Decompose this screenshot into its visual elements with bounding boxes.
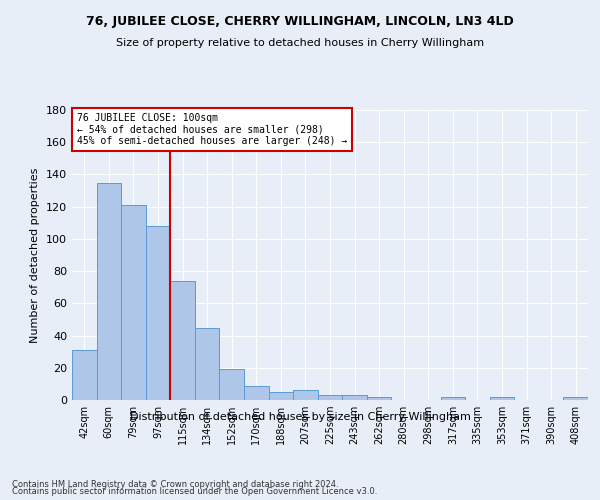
Text: Contains HM Land Registry data © Crown copyright and database right 2024.: Contains HM Land Registry data © Crown c… [12, 480, 338, 489]
Bar [146, 226, 170, 400]
Bar [318, 395, 342, 400]
Bar [342, 395, 367, 400]
Bar [440, 397, 465, 400]
Bar [195, 328, 220, 400]
Text: 76, JUBILEE CLOSE, CHERRY WILLINGHAM, LINCOLN, LN3 4LD: 76, JUBILEE CLOSE, CHERRY WILLINGHAM, LI… [86, 15, 514, 28]
Bar [244, 386, 269, 400]
Bar [97, 182, 121, 400]
Text: Contains public sector information licensed under the Open Government Licence v3: Contains public sector information licen… [12, 488, 377, 496]
Bar [293, 390, 318, 400]
Bar [72, 350, 97, 400]
Bar [367, 397, 391, 400]
Y-axis label: Number of detached properties: Number of detached properties [31, 168, 40, 342]
Bar [269, 392, 293, 400]
Bar [170, 281, 195, 400]
Bar [563, 397, 588, 400]
Text: Size of property relative to detached houses in Cherry Willingham: Size of property relative to detached ho… [116, 38, 484, 48]
Text: 76 JUBILEE CLOSE: 100sqm
← 54% of detached houses are smaller (298)
45% of semi-: 76 JUBILEE CLOSE: 100sqm ← 54% of detach… [77, 113, 347, 146]
Bar [220, 370, 244, 400]
Bar [121, 205, 146, 400]
Bar [490, 397, 514, 400]
Text: Distribution of detached houses by size in Cherry Willingham: Distribution of detached houses by size … [130, 412, 470, 422]
